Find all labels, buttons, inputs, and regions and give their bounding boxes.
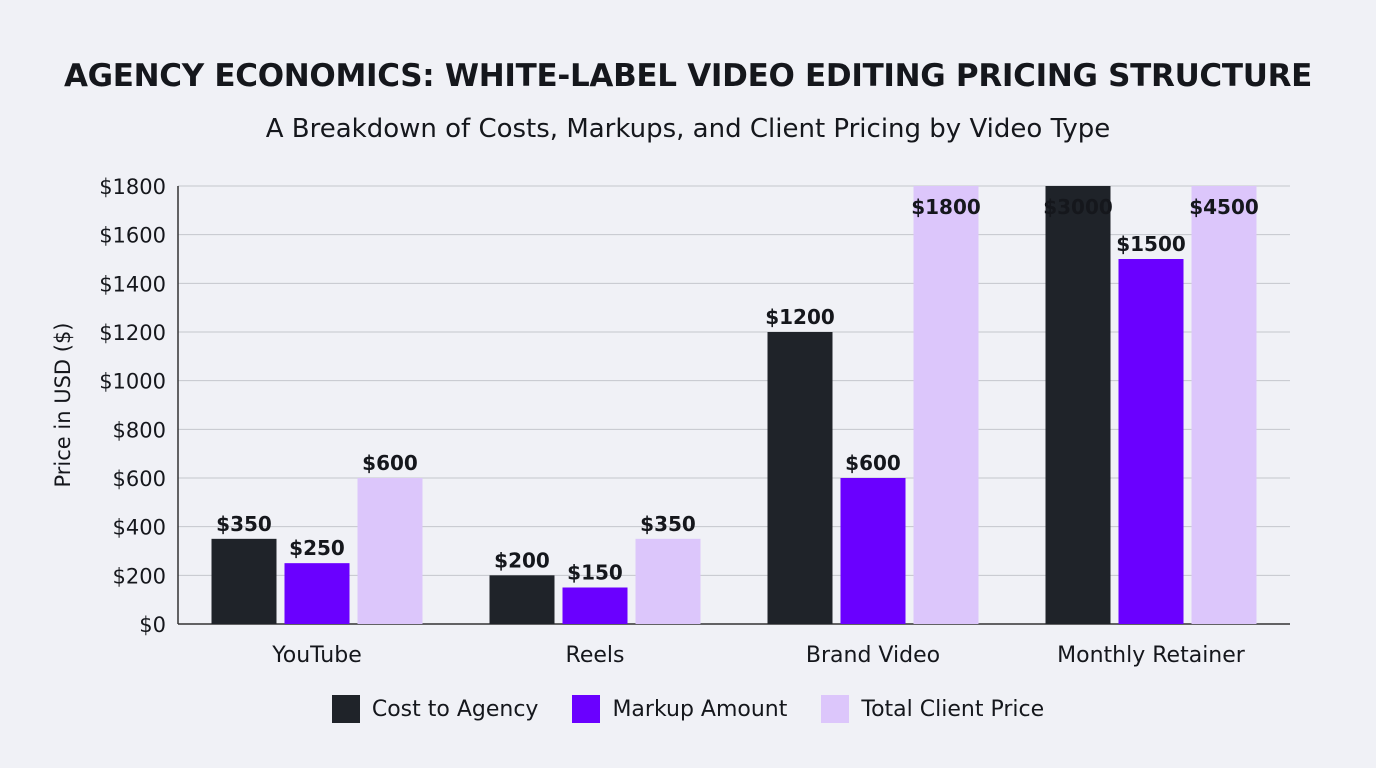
legend: Cost to Agency Markup Amount Total Client … bbox=[0, 695, 1376, 723]
bar bbox=[284, 563, 350, 624]
chart-subtitle: A Breakdown of Costs, Markups, and Clien… bbox=[265, 114, 1111, 144]
data-label: $600 bbox=[845, 451, 901, 475]
bar bbox=[635, 538, 701, 624]
bar bbox=[1118, 259, 1184, 624]
x-tick-label: Monthly Retainer bbox=[1057, 643, 1246, 668]
data-label: $4500 bbox=[1189, 195, 1259, 219]
y-tick-label: $1600 bbox=[99, 224, 166, 248]
y-tick-label: $200 bbox=[113, 564, 166, 588]
x-tick-label: Brand Video bbox=[806, 643, 940, 668]
bar bbox=[489, 575, 555, 624]
data-label: $250 bbox=[289, 536, 345, 560]
y-tick-label: $600 bbox=[113, 467, 166, 491]
data-label: $1200 bbox=[765, 305, 835, 329]
x-tick-label: Reels bbox=[566, 643, 625, 668]
y-tick-label: $1000 bbox=[99, 370, 166, 394]
bar bbox=[767, 332, 833, 624]
chart-title: AGENCY ECONOMICS: WHITE-LABEL VIDEO EDIT… bbox=[63, 58, 1313, 94]
data-label: $150 bbox=[567, 561, 623, 585]
data-label: $350 bbox=[216, 512, 272, 536]
data-label: $3000 bbox=[1043, 195, 1113, 219]
legend-label: Total Client Price bbox=[861, 696, 1045, 722]
legend-item: Total Client Price bbox=[821, 695, 1044, 723]
legend-label: Markup Amount bbox=[612, 696, 788, 722]
x-tick-label: YouTube bbox=[271, 643, 361, 668]
bar bbox=[913, 186, 979, 624]
bar bbox=[1191, 186, 1257, 624]
y-tick-label: $1200 bbox=[99, 321, 166, 345]
legend-item: Markup Amount bbox=[572, 695, 787, 723]
data-label: $350 bbox=[640, 512, 696, 536]
bar bbox=[840, 478, 906, 624]
y-tick-label: $0 bbox=[139, 613, 166, 637]
y-tick-label: $1800 bbox=[99, 175, 166, 199]
y-tick-label: $400 bbox=[113, 516, 166, 540]
bar bbox=[562, 587, 628, 624]
bar bbox=[1045, 186, 1111, 624]
data-label: $200 bbox=[494, 548, 550, 572]
legend-item: Cost to Agency bbox=[331, 695, 539, 723]
legend-swatch bbox=[331, 695, 360, 723]
legend-swatch bbox=[821, 695, 850, 723]
data-label: $600 bbox=[362, 451, 418, 475]
y-tick-label: $800 bbox=[113, 418, 166, 442]
data-label: $1500 bbox=[1116, 232, 1186, 256]
bar bbox=[211, 538, 277, 624]
y-tick-label: $1400 bbox=[99, 272, 166, 296]
legend-swatch bbox=[572, 695, 601, 723]
legend-label: Cost to Agency bbox=[371, 696, 539, 722]
data-label: $1800 bbox=[911, 195, 981, 219]
bar bbox=[357, 478, 423, 624]
y-axis-label: Price in USD ($) bbox=[51, 322, 75, 487]
